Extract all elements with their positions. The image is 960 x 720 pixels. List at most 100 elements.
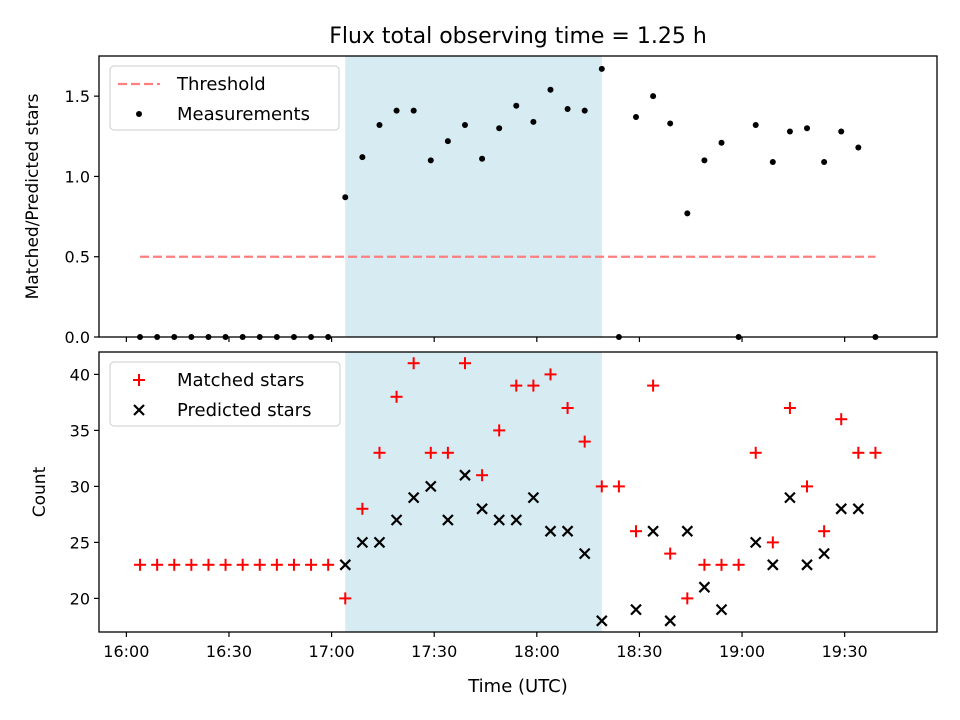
data-point [869,446,882,459]
data-point [681,592,694,605]
shaded-span [345,56,602,337]
legend-label: Measurements [177,104,310,125]
data-point [359,154,366,161]
data-point [270,558,283,571]
shaded-span [345,352,602,632]
data-point [595,480,608,493]
axes-frame [98,351,938,633]
data-point [681,525,694,537]
data-point [424,446,437,459]
series-matched-stars [134,357,882,605]
legend-marker [136,111,142,117]
data-point [633,114,640,121]
legend-entry: Threshold [118,74,266,95]
x-tick-label: 18:30 [616,642,662,661]
data-point [612,480,625,493]
figure-title: Flux total observing time = 1.25 h [329,24,707,49]
data-point [818,547,830,560]
y-tick-label: 25 [70,533,90,552]
x-tick-label: 16:00 [103,642,149,661]
data-point [476,469,489,482]
bottom-panel: 16:00 16:30 17:00 17:30 18:00 18:30 19:00 19:30… [30,351,938,661]
data-point [647,525,659,537]
data-point [804,125,811,132]
data-point [647,379,660,392]
data-point-stroke [767,559,779,571]
y-tick-label: 20 [70,589,90,608]
legend-entry: Predicted stars [133,400,311,421]
data-point [801,480,814,493]
data-point [373,536,386,549]
data-point [749,446,762,459]
data-point [578,435,591,448]
data-point [496,125,503,132]
legend: Matched stars Predicted stars [109,361,341,427]
data-point [134,558,147,571]
data-point [578,547,591,560]
data-point [390,514,403,526]
x-tick-label: 19:00 [719,642,765,661]
y-tick-label: 35 [70,421,90,440]
data-point [339,592,352,605]
y-tick-label: 30 [70,477,90,496]
data-point-stroke [578,547,591,560]
data-point-stroke [442,514,454,526]
data-point-stroke [715,603,728,616]
data-point-stroke [459,469,471,481]
data-point-stroke [818,547,830,560]
legend-label: Threshold [176,74,266,95]
axes-frame [98,55,938,338]
data-point [749,536,762,549]
data-point [376,122,383,129]
data-point [339,559,352,571]
data-point-stroke [339,559,352,571]
data-point [202,558,215,571]
y-tick-label: 40 [70,365,90,384]
legend: Threshold Measurements [109,65,340,131]
x-tick-label: 17:30 [411,642,457,661]
y-axis-label: Matched/Predicted stars [23,93,43,299]
data-point [732,558,745,571]
data-point [441,446,454,459]
data-point [630,525,643,538]
data-point [444,138,451,145]
data-point [236,558,249,571]
data-point [151,558,164,571]
data-point [564,105,571,112]
data-point-stroke [681,525,694,537]
data-point [253,558,266,571]
data-point-stroke [784,491,796,504]
legend-label: Matched stars [177,370,304,391]
data-point [356,502,369,515]
data-point [684,210,691,217]
data-point [630,603,642,616]
data-point [476,503,488,515]
data-point [581,107,588,114]
data-point [168,558,181,571]
data-point [835,413,848,426]
data-point [835,503,848,515]
data-point [667,120,674,127]
data-point-stroke [561,525,574,537]
data-point [407,491,420,504]
data-point-stroke [664,615,676,627]
data-point [852,503,865,515]
data-point [407,357,420,370]
data-point [547,86,554,93]
data-point [766,536,779,549]
data-point [393,107,400,114]
data-point-stroke [749,536,762,549]
data-point [544,525,557,537]
data-point-stroke [510,514,523,526]
data-point [784,491,796,504]
data-point-stroke [835,503,848,515]
x-axis-label: Time (UTC) [467,676,568,697]
data-point [510,379,523,392]
x-tick-label: 17:00 [309,642,355,661]
data-point [527,491,540,504]
data-point [427,157,434,164]
data-point [219,558,232,571]
data-point-stroke [493,514,505,526]
data-point [698,558,711,571]
data-point-stroke [390,514,403,526]
